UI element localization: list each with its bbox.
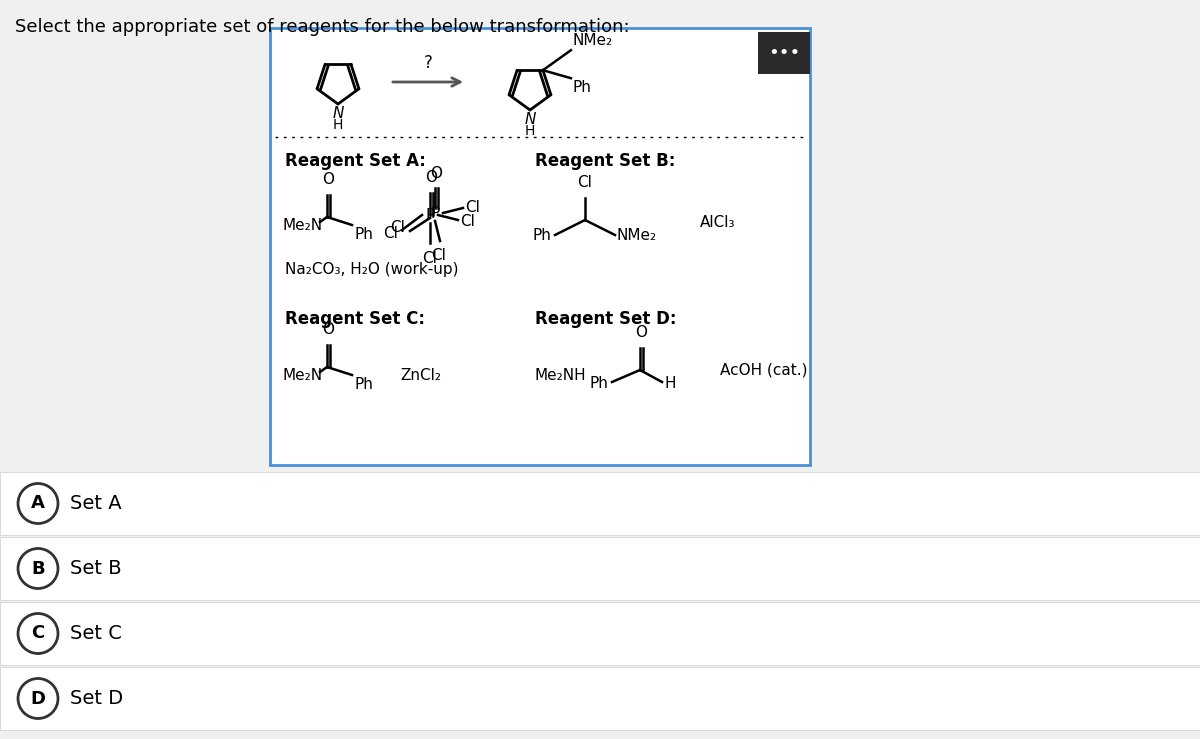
Text: O: O <box>425 170 437 185</box>
FancyBboxPatch shape <box>0 537 1200 600</box>
Text: Set C: Set C <box>70 624 122 643</box>
Text: N: N <box>332 106 343 121</box>
FancyBboxPatch shape <box>0 472 1200 535</box>
Text: AcOH (cat.): AcOH (cat.) <box>720 363 808 378</box>
Text: Cl: Cl <box>432 248 446 263</box>
Text: O: O <box>430 166 442 181</box>
Text: Me₂N: Me₂N <box>282 217 322 233</box>
Text: Cl: Cl <box>460 214 475 228</box>
Text: H: H <box>664 376 676 392</box>
Text: NMe₂: NMe₂ <box>617 228 658 243</box>
Text: Set B: Set B <box>70 559 121 578</box>
Text: NMe₂: NMe₂ <box>572 33 613 48</box>
Text: Ph: Ph <box>354 377 373 392</box>
Text: O: O <box>322 172 334 187</box>
Text: P: P <box>431 205 439 220</box>
Text: D: D <box>30 689 46 707</box>
Text: Cl: Cl <box>422 251 438 266</box>
Text: Na₂CO₃, H₂O (work-up): Na₂CO₃, H₂O (work-up) <box>286 262 458 277</box>
Text: ZnCl₂: ZnCl₂ <box>400 367 442 383</box>
Text: Set D: Set D <box>70 689 124 708</box>
Text: Cl: Cl <box>390 220 406 236</box>
Text: A: A <box>31 494 44 513</box>
Text: Cl: Cl <box>383 225 398 240</box>
Text: Ph: Ph <box>589 376 608 392</box>
Text: AlCl₃: AlCl₃ <box>700 215 736 230</box>
FancyBboxPatch shape <box>0 667 1200 730</box>
Text: Ph: Ph <box>572 81 592 95</box>
Text: •••: ••• <box>768 44 800 62</box>
Text: Cl: Cl <box>577 175 593 190</box>
Text: Set A: Set A <box>70 494 121 513</box>
FancyBboxPatch shape <box>270 28 810 465</box>
Text: Select the appropriate set of reagents for the below transformation:: Select the appropriate set of reagents f… <box>14 18 630 36</box>
Text: Me₂NH: Me₂NH <box>535 367 587 383</box>
FancyBboxPatch shape <box>758 32 810 74</box>
Text: N: N <box>524 112 535 127</box>
Text: Reagent Set B:: Reagent Set B: <box>535 152 676 170</box>
Text: O: O <box>635 325 647 340</box>
Text: H: H <box>524 124 535 138</box>
Text: C: C <box>31 624 44 642</box>
Text: Ph: Ph <box>532 228 551 243</box>
Text: Cl: Cl <box>466 200 480 216</box>
Text: Reagent Set C:: Reagent Set C: <box>286 310 425 328</box>
FancyBboxPatch shape <box>0 602 1200 665</box>
Text: Ph: Ph <box>354 227 373 242</box>
Text: H: H <box>332 118 343 132</box>
Text: Me₂N: Me₂N <box>282 367 322 383</box>
Text: O: O <box>322 322 334 337</box>
Text: Reagent Set A:: Reagent Set A: <box>286 152 426 170</box>
Text: P: P <box>425 208 434 222</box>
Text: Reagent Set D:: Reagent Set D: <box>535 310 677 328</box>
Text: B: B <box>31 559 44 577</box>
Text: ?: ? <box>424 54 432 72</box>
